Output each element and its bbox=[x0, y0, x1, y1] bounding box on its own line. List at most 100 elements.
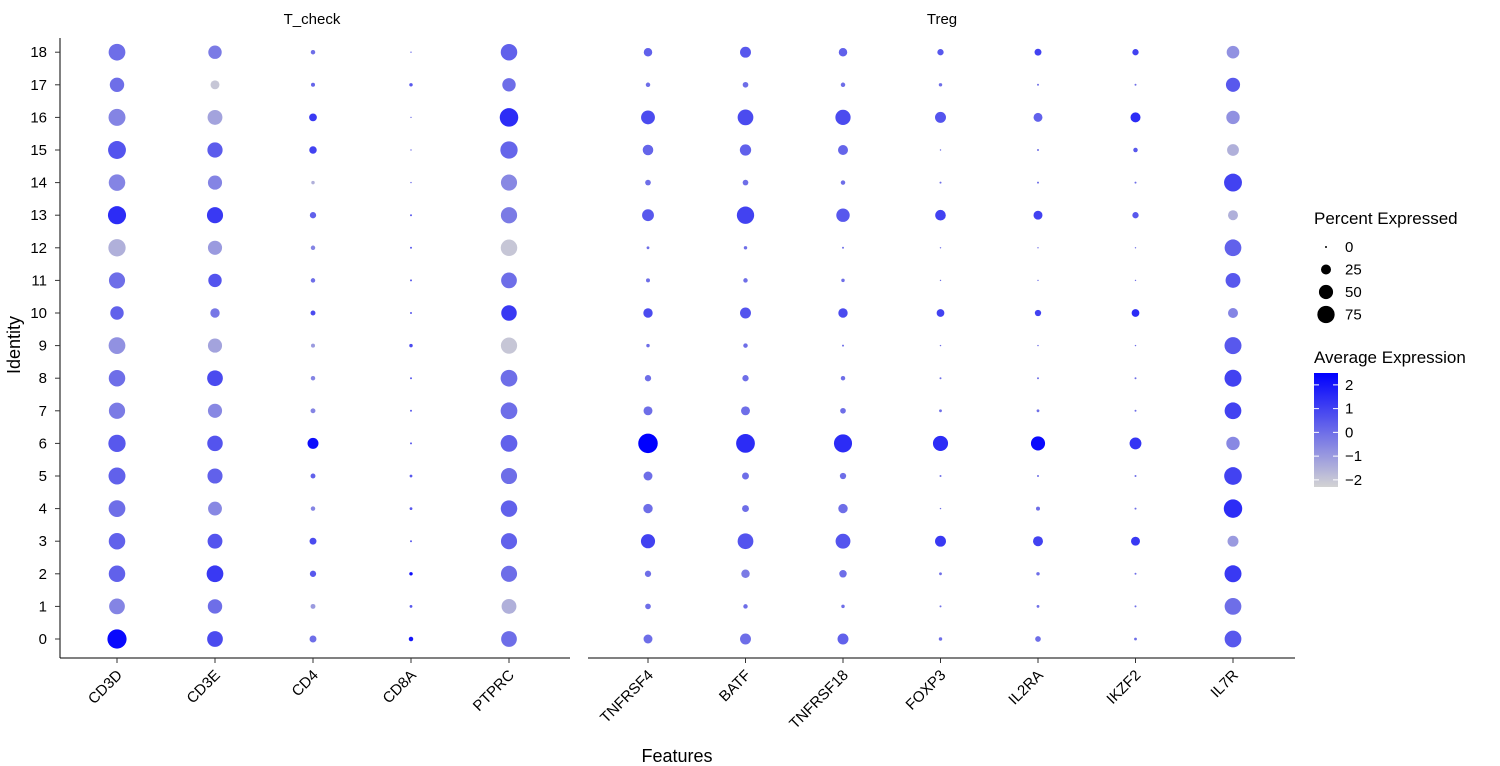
dot-cd8a-id-8 bbox=[410, 377, 412, 380]
dot-cd8a-id-6 bbox=[410, 442, 412, 445]
dot-ptprc-id-16 bbox=[499, 108, 519, 127]
dot-tnfrsf4-id-2 bbox=[644, 570, 652, 577]
dot-il7r-id-10 bbox=[1228, 308, 1238, 318]
dot-ptprc-id-0 bbox=[501, 631, 517, 647]
dot-foxp3-id-8 bbox=[939, 377, 942, 380]
legend: Percent Expressed Average Expression 025… bbox=[1314, 209, 1466, 489]
dot-il7r-id-1 bbox=[1224, 598, 1242, 615]
dot-cd3d-id-10 bbox=[110, 306, 124, 320]
x-axis-label: Features bbox=[641, 746, 712, 766]
dot-il7r-id-16 bbox=[1226, 110, 1240, 125]
dot-ptprc-id-3 bbox=[500, 533, 518, 550]
dot-cd3e-id-4 bbox=[208, 501, 222, 516]
dot-tnfrsf4-id-3 bbox=[640, 534, 656, 549]
dot-foxp3-id-14 bbox=[939, 181, 942, 184]
dot-il7r-id-8 bbox=[1224, 369, 1242, 387]
y-tick-label: 12 bbox=[30, 240, 47, 257]
dot-cd4-id-2 bbox=[309, 570, 317, 577]
color-legend-label: −1 bbox=[1345, 448, 1362, 465]
y-tick-label: 3 bbox=[39, 533, 47, 550]
dot-il7r-id-15 bbox=[1227, 144, 1239, 156]
dot-cd8a-id-2 bbox=[409, 572, 413, 576]
dot-foxp3-id-2 bbox=[939, 572, 942, 576]
dot-cd4-id-0 bbox=[309, 635, 317, 643]
dot-batf-id-10 bbox=[740, 307, 751, 319]
dot-tnfrsf18-id-13 bbox=[836, 208, 850, 222]
dot-tnfrsf18-id-8 bbox=[840, 375, 846, 381]
dot-ptprc-id-18 bbox=[500, 43, 518, 61]
dot-batf-id-1 bbox=[743, 604, 748, 609]
dot-tnfrsf4-id-10 bbox=[643, 308, 653, 318]
dot-batf-id-14 bbox=[742, 179, 749, 186]
dot-batf-id-5 bbox=[742, 472, 749, 480]
y-tick-label: 16 bbox=[30, 109, 47, 126]
dot-il2ra-id-4 bbox=[1036, 506, 1040, 511]
y-tick-label: 2 bbox=[39, 566, 47, 583]
dot-tnfrsf4-id-8 bbox=[644, 375, 652, 382]
dot-ikzf2-id-3 bbox=[1131, 536, 1140, 546]
x-tick-label: IKZF2 bbox=[1103, 667, 1144, 708]
dot-batf-id-2 bbox=[741, 569, 750, 579]
dot-tnfrsf4-id-11 bbox=[646, 278, 650, 283]
dot-cd3e-id-10 bbox=[210, 308, 220, 318]
dot-batf-id-8 bbox=[742, 375, 749, 382]
dot-cd3e-id-5 bbox=[207, 468, 223, 484]
dot-il2ra-id-16 bbox=[1033, 112, 1043, 122]
dot-ikzf2-id-4 bbox=[1134, 507, 1137, 510]
dot-cd3d-id-17 bbox=[109, 77, 125, 93]
dot-batf-id-18 bbox=[740, 46, 751, 58]
dot-cd3d-id-16 bbox=[108, 108, 126, 126]
dot-ikzf2-id-16 bbox=[1130, 112, 1141, 123]
dot-tnfrsf18-id-2 bbox=[839, 570, 847, 578]
dot-ikzf2-id-5 bbox=[1134, 475, 1137, 477]
dot-cd8a-id-3 bbox=[410, 540, 412, 543]
y-tick-label: 8 bbox=[39, 370, 47, 387]
dot-tnfrsf4-id-16 bbox=[641, 110, 655, 125]
x-tick-label: CD3D bbox=[85, 667, 126, 708]
dot-cd4-id-16 bbox=[309, 113, 317, 122]
dot-il2ra-id-13 bbox=[1033, 210, 1043, 220]
dot-cd3d-id-6 bbox=[108, 434, 126, 453]
dot-ikzf2-id-15 bbox=[1133, 147, 1138, 153]
dot-tnfrsf18-id-16 bbox=[835, 109, 851, 126]
dot-cd8a-id-11 bbox=[410, 279, 412, 282]
dot-ikzf2-id-2 bbox=[1134, 572, 1137, 575]
dot-ptprc-id-13 bbox=[500, 207, 518, 224]
dot-il7r-id-4 bbox=[1223, 499, 1243, 518]
dot-cd3d-id-2 bbox=[108, 565, 126, 583]
dot-foxp3-id-18 bbox=[937, 49, 944, 56]
dot-cd3d-id-3 bbox=[108, 532, 126, 550]
dot-ikzf2-id-10 bbox=[1131, 309, 1140, 317]
x-tick-label: CD8A bbox=[380, 667, 420, 707]
dot-il2ra-id-8 bbox=[1037, 377, 1039, 380]
dot-cd3e-id-16 bbox=[207, 109, 223, 125]
dot-ptprc-id-11 bbox=[501, 272, 517, 289]
dot-batf-id-3 bbox=[737, 533, 754, 550]
y-axis-label: Identity bbox=[4, 316, 24, 374]
dot-cd8a-id-7 bbox=[410, 409, 412, 412]
y-tick-label: 10 bbox=[30, 305, 47, 322]
x-tick-label: CD3E bbox=[184, 667, 224, 707]
dot-ptprc-id-10 bbox=[501, 305, 517, 321]
dot-ikzf2-id-18 bbox=[1132, 49, 1139, 56]
dot-cd3e-id-2 bbox=[206, 565, 224, 583]
dot-cd8a-id-9 bbox=[409, 343, 413, 348]
dot-il7r-id-2 bbox=[1224, 565, 1242, 583]
dot-cd3d-id-13 bbox=[107, 206, 127, 225]
dot-batf-id-17 bbox=[742, 81, 749, 88]
x-tick-label: IL7R bbox=[1207, 667, 1242, 702]
dot-tnfrsf18-id-15 bbox=[838, 145, 848, 155]
dot-tnfrsf18-id-14 bbox=[840, 180, 846, 185]
dot-cd3d-id-14 bbox=[108, 174, 126, 191]
dot-ptprc-id-6 bbox=[500, 435, 518, 452]
dot-tnfrsf18-id-3 bbox=[835, 533, 851, 549]
dot-tnfrsf4-id-15 bbox=[642, 144, 654, 156]
x-tick-label: FOXP3 bbox=[903, 667, 950, 714]
dot-cd3d-id-7 bbox=[108, 402, 126, 419]
dot-tnfrsf4-id-0 bbox=[643, 634, 653, 644]
dot-tnfrsf18-id-4 bbox=[838, 503, 848, 514]
color-legend-label: 1 bbox=[1345, 401, 1353, 418]
dot-cd4-id-11 bbox=[310, 278, 316, 283]
dot-tnfrsf4-id-1 bbox=[645, 603, 651, 610]
dot-ptprc-id-5 bbox=[500, 467, 518, 485]
